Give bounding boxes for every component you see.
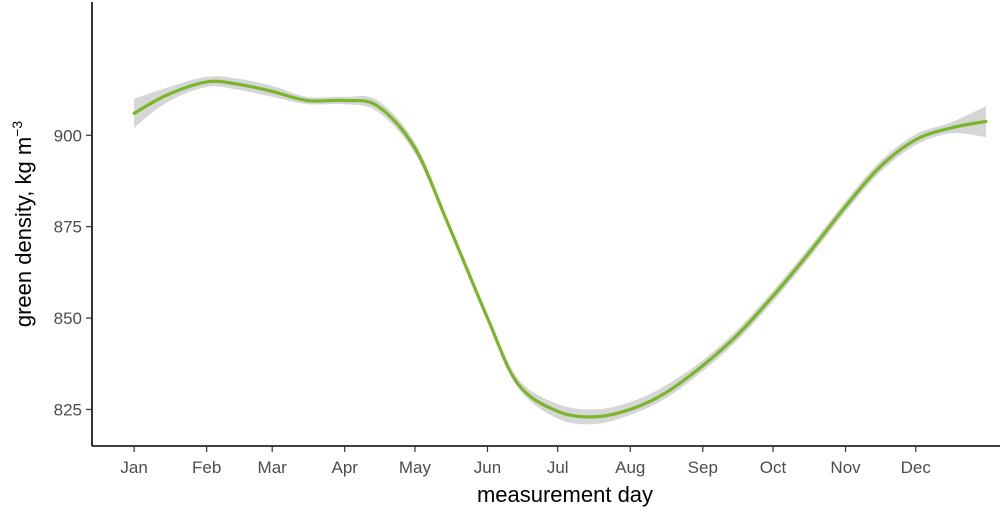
x-tick-label: Jul xyxy=(547,458,569,477)
y-axis-title-superscript: −3 xyxy=(9,121,25,137)
density-trend-line xyxy=(132,79,988,419)
y-tick-label: 825 xyxy=(54,400,82,419)
x-tick-label: Dec xyxy=(901,458,932,477)
x-axis-ticks: Jan Feb Mar Apr May Jun Jul Aug Sep Oct Nov Dec xyxy=(120,446,931,477)
y-axis-ticks: 825 850 875 900 xyxy=(54,126,92,419)
trend-line-layer xyxy=(132,79,988,419)
x-tick-label: Mar xyxy=(258,458,288,477)
x-tick-label: Oct xyxy=(760,458,787,477)
y-tick-label: 850 xyxy=(54,309,82,328)
y-tick-label: 900 xyxy=(54,126,82,145)
y-axis-title-text: green density, kg m xyxy=(11,137,36,327)
confidence-band xyxy=(134,76,987,425)
y-tick-label: 875 xyxy=(54,218,82,237)
x-tick-label: Aug xyxy=(615,458,645,477)
x-tick-label: Jan xyxy=(120,458,147,477)
x-tick-label: Apr xyxy=(332,458,359,477)
x-tick-label: Sep xyxy=(688,458,718,477)
y-axis-title: green density, kg m−3 xyxy=(9,121,36,328)
x-tick-label: Jun xyxy=(474,458,501,477)
x-tick-label: May xyxy=(399,458,432,477)
x-tick-label: Nov xyxy=(830,458,861,477)
confidence-band-layer xyxy=(134,76,987,425)
x-tick-label: Feb xyxy=(192,458,221,477)
x-axis-title: measurement day xyxy=(477,482,653,507)
